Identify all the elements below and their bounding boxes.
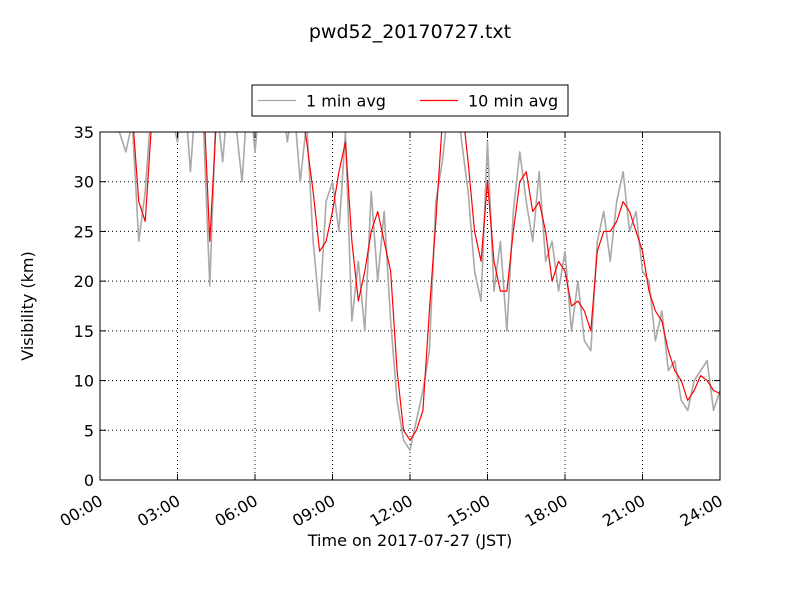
y-tick-label: 30 bbox=[74, 173, 94, 192]
series-line bbox=[118, 132, 720, 451]
legend-box bbox=[251, 84, 569, 117]
y-tick-label: 10 bbox=[74, 372, 94, 391]
x-axis-label: Time on 2017-07-27 (JST) bbox=[307, 531, 512, 550]
y-tick-label: 35 bbox=[74, 123, 94, 142]
legend-label: 10 min avg bbox=[468, 92, 558, 111]
y-tick-label: 25 bbox=[74, 222, 94, 241]
y-tick-label: 5 bbox=[84, 421, 94, 440]
y-tick-label: 0 bbox=[84, 471, 94, 490]
y-axis-label: Visibility (km) bbox=[18, 251, 37, 360]
series-line bbox=[133, 132, 720, 441]
chart-title: pwd52_20170727.txt bbox=[309, 21, 511, 43]
legend: 1 min avg 10 min avg bbox=[251, 84, 569, 117]
y-tick-label: 15 bbox=[74, 322, 94, 341]
plot-area bbox=[118, 132, 720, 451]
y-tick-label: 20 bbox=[74, 272, 94, 291]
legend-label: 1 min avg bbox=[306, 92, 386, 111]
